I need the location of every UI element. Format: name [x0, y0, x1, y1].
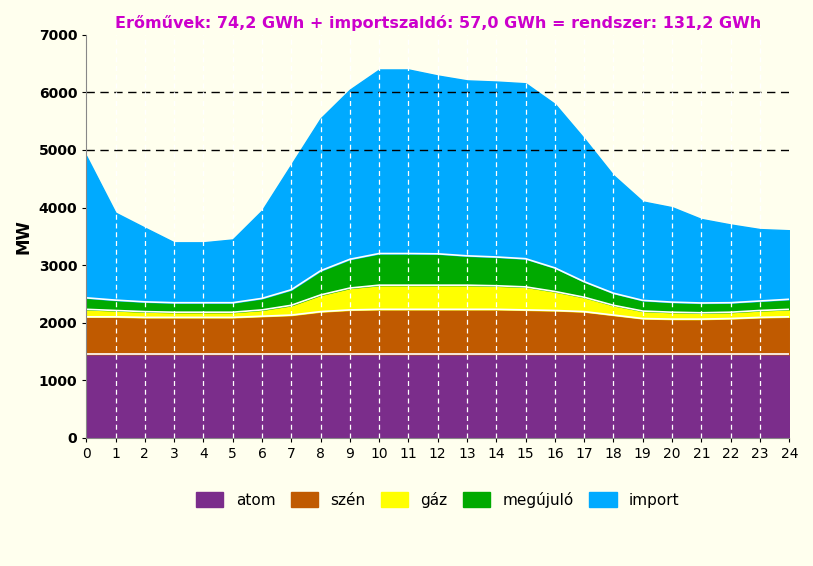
Title: Erőművek: 74,2 GWh + importszaldó: 57,0 GWh = rendszer: 131,2 GWh: Erőművek: 74,2 GWh + importszaldó: 57,0 … — [115, 15, 761, 31]
Legend: atom, szén, gáz, megújuló, import: atom, szén, gáz, megújuló, import — [190, 486, 685, 514]
Y-axis label: MW: MW — [15, 219, 33, 254]
